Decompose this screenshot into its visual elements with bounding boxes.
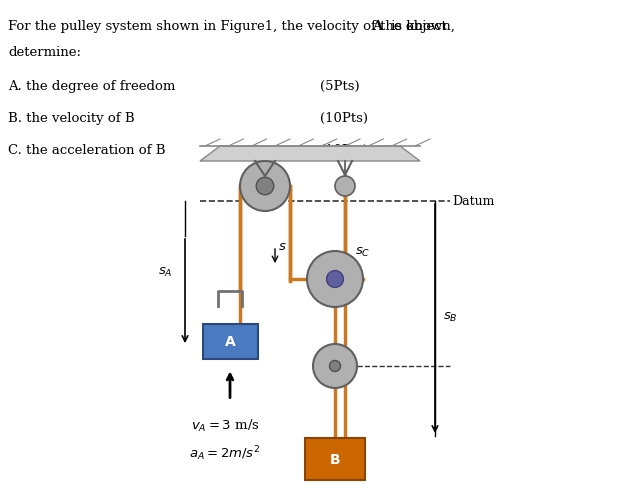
Text: $s_B$: $s_B$ bbox=[443, 310, 458, 323]
Polygon shape bbox=[200, 147, 420, 162]
Circle shape bbox=[240, 162, 290, 211]
Text: A. the degree of freedom: A. the degree of freedom bbox=[8, 80, 176, 93]
Bar bbox=[305, 438, 365, 480]
Circle shape bbox=[256, 178, 273, 195]
Text: B: B bbox=[329, 452, 340, 466]
Text: $s$: $s$ bbox=[278, 240, 287, 253]
Text: $s_C$: $s_C$ bbox=[355, 245, 370, 258]
Text: Datum: Datum bbox=[452, 195, 494, 208]
Circle shape bbox=[313, 344, 357, 388]
Circle shape bbox=[307, 252, 363, 308]
Text: A: A bbox=[372, 20, 382, 33]
Text: $s_A$: $s_A$ bbox=[158, 265, 173, 278]
Text: B. the velocity of B: B. the velocity of B bbox=[8, 112, 135, 125]
Text: (5Pts): (5Pts) bbox=[320, 80, 359, 93]
Text: $a_A = 2m/s^2$: $a_A = 2m/s^2$ bbox=[190, 443, 261, 462]
Text: $v_A = 3$ m/s: $v_A = 3$ m/s bbox=[191, 417, 259, 433]
Circle shape bbox=[327, 271, 343, 288]
Bar bbox=[202, 324, 258, 359]
Text: is known,: is known, bbox=[387, 20, 455, 33]
Text: For the pulley system shown in Figure1, the velocity of the object: For the pulley system shown in Figure1, … bbox=[8, 20, 451, 33]
Circle shape bbox=[335, 177, 355, 196]
Text: (10Pts): (10Pts) bbox=[320, 112, 368, 125]
Text: C. the acceleration of B: C. the acceleration of B bbox=[8, 144, 165, 157]
Text: (10Pts): (10Pts) bbox=[320, 144, 368, 157]
Text: A: A bbox=[225, 334, 235, 348]
Text: determine:: determine: bbox=[8, 46, 81, 59]
Circle shape bbox=[329, 361, 340, 372]
